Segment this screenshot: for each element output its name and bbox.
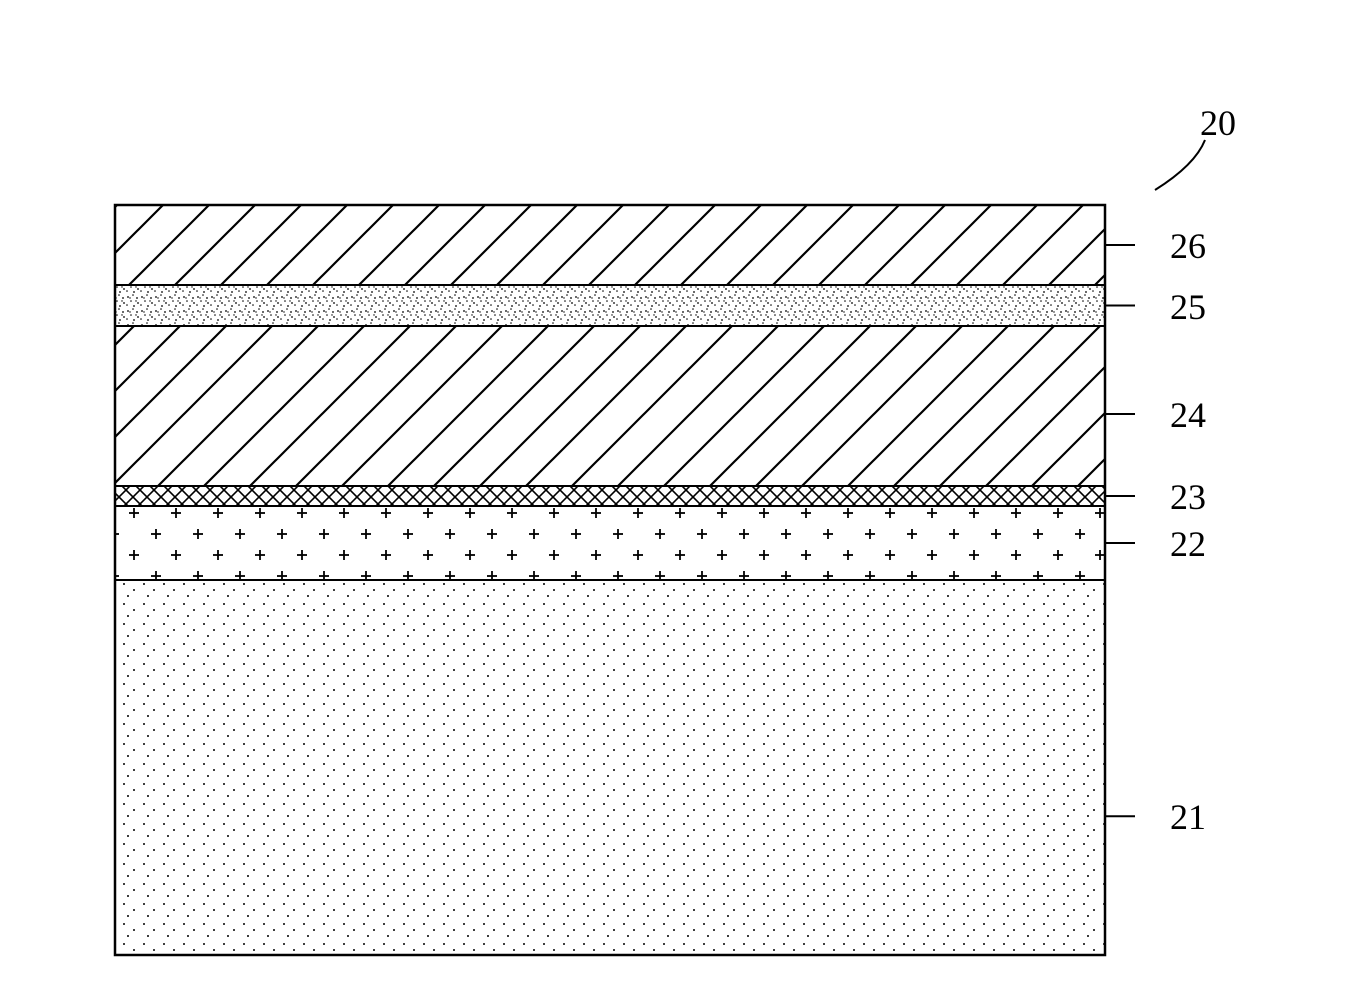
layer-21: [115, 580, 1105, 955]
layer-23: [115, 486, 1105, 506]
layer-22: [115, 506, 1105, 580]
label-26: 26: [1170, 225, 1206, 267]
layer-25: [115, 285, 1105, 326]
label-24: 24: [1170, 394, 1206, 436]
leader-assembly: [1155, 140, 1205, 190]
label-21: 21: [1170, 796, 1206, 838]
layer-24: [115, 326, 1105, 486]
label-assembly: 20: [1200, 102, 1236, 144]
label-25: 25: [1170, 286, 1206, 328]
layer-26: [115, 205, 1105, 285]
label-22: 22: [1170, 523, 1206, 565]
layer-stack-diagram: [0, 0, 1360, 1000]
label-23: 23: [1170, 476, 1206, 518]
